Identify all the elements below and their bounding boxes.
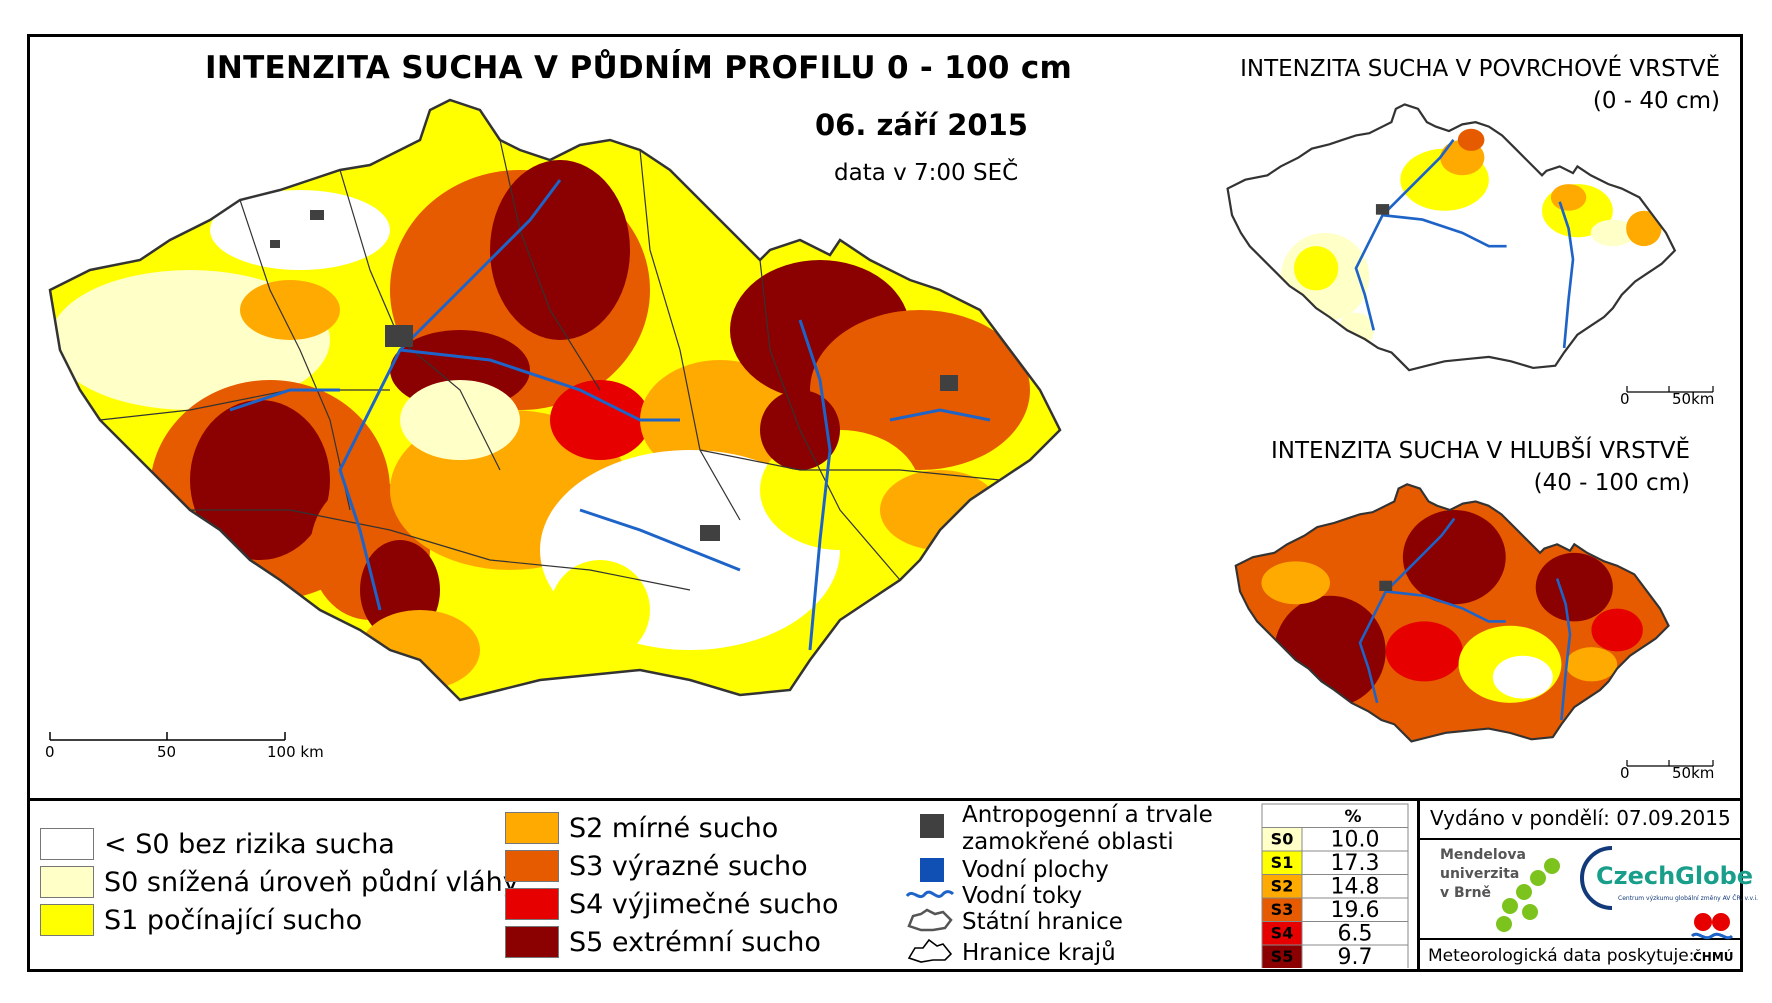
surface-scale-bar (1626, 386, 1714, 393)
surface-scale-tick-50: 50km (1672, 390, 1715, 408)
legend-label-s4: S4 výjimečné sucho (569, 889, 839, 920)
table-value-s0: 10.0 (1331, 828, 1380, 853)
surface-map-title: INTENZITA SUCHA V POVRCHOVÉ VRSTVĚ (1240, 56, 1720, 82)
legend-anthropogenic-line2: zamokřené oblasti (962, 829, 1174, 855)
deep-scale-tick-0: 0 (1620, 764, 1630, 782)
main-scale-tick-50: 50 (157, 743, 177, 761)
table-header-percent: % (1344, 807, 1361, 827)
legend-swatch-below-s0 (40, 828, 94, 860)
main-scale-bar (49, 732, 286, 741)
legend-rivers: Vodní toky (962, 883, 1083, 909)
deep-map-title: INTENZITA SUCHA V HLUBŠÍ VRSTVĚ (1271, 438, 1690, 464)
drought-percentage-table: % S0 10.0 S1 17.3 S2 14.8 S3 19.6 S4 6.5 S5 9.7 (1261, 803, 1409, 968)
mendel-logo-text: Mendelova univerzita v Brně (1440, 846, 1526, 903)
czechglobe-arc-icon (1580, 846, 1613, 910)
deep-map-depth: (40 - 100 cm) (1533, 470, 1690, 496)
issued-date: Vydáno v pondělí: 07.09.2015 (1430, 806, 1731, 830)
footer-divider-h2 (1417, 938, 1743, 940)
table-value-s1: 17.3 (1331, 851, 1380, 876)
legend-label-s1: S1 počínající sucho (104, 905, 363, 936)
czechglobe-subtitle: Centrum výzkumu globální změny AV ČR, v.… (1618, 895, 1759, 902)
deep-drought-map (1234, 483, 1670, 743)
map-date: 06. září 2015 (815, 108, 1028, 142)
legend-band (27, 798, 1743, 972)
met-data-label: Meteorologická data poskytuje: (1428, 946, 1695, 966)
state-border (48, 98, 1062, 702)
table-key-s5: S5 (1271, 947, 1294, 966)
region-border-legend-icon (907, 938, 953, 963)
data-time: data v 7:00 SEČ (834, 160, 1019, 186)
czechglobe-logo-text: CzechGlobe (1596, 862, 1754, 890)
deep-scale-tick-50: 50km (1672, 764, 1715, 782)
mendel-line2: univerzita (1440, 866, 1520, 882)
legend-swatch-s4 (505, 888, 559, 920)
table-value-cell-s5 (1301, 944, 1409, 968)
mendel-line1: Mendelova (1440, 847, 1526, 863)
legend-swatch-s3 (505, 850, 559, 882)
legend-swatch-s5 (505, 926, 559, 958)
table-value-s3: 19.6 (1331, 898, 1380, 923)
legend-water-bodies: Vodní plochy (962, 857, 1109, 883)
surface-drought-map (1226, 103, 1677, 372)
table-key-s4: S4 (1271, 924, 1294, 943)
legend-label-s0: S0 snížená úroveň půdní vláhy (104, 867, 519, 898)
table-value-s5: 9.7 (1338, 945, 1373, 968)
footer-divider-h1 (1417, 838, 1743, 840)
surface-scale-tick-0: 0 (1620, 390, 1630, 408)
table-key-s0: S0 (1271, 830, 1294, 849)
legend-label-s5: S5 extrémní sucho (569, 927, 821, 958)
legend-anthropogenic-line1: Antropogenní a trvale (962, 802, 1213, 828)
mendel-line3: v Brně (1440, 885, 1492, 901)
legend-label-s2: S2 mírné sucho (569, 813, 779, 844)
anthropogenic-swatch (920, 814, 944, 838)
legend-swatch-s2 (505, 812, 559, 844)
chmu-logo-icon (1690, 913, 1734, 940)
surface-map-depth: (0 - 40 cm) (1592, 88, 1720, 114)
main-map-title: INTENZITA SUCHA V PŮDNÍM PROFILU 0 - 100… (205, 50, 1073, 86)
chmu-logo-text: ČHMÚ (1693, 950, 1734, 964)
main-scale-tick-100: 100 km (267, 743, 324, 761)
legend-state-border: Státní hranice (962, 909, 1123, 935)
state-border-legend-icon (907, 908, 953, 932)
legend-label-s3: S3 výrazné sucho (569, 851, 808, 882)
table-key-s1: S1 (1271, 853, 1294, 872)
water-bodies-swatch (920, 858, 944, 882)
rivers-legend-icon (905, 890, 955, 899)
table-key-s3: S3 (1271, 900, 1294, 919)
legend-label-below-s0: < S0 bez rizika sucha (104, 829, 395, 860)
main-scale-tick-0: 0 (45, 743, 55, 761)
table-header-cell (1261, 803, 1409, 828)
mendel-dots-logo (1496, 858, 1560, 932)
table-value-s4: 6.5 (1338, 922, 1373, 947)
main-drought-map (48, 98, 1062, 702)
legend-swatch-s0 (40, 866, 94, 898)
anthropogenic-areas (270, 210, 958, 541)
table-key-s2: S2 (1271, 877, 1294, 896)
footer-divider-v (1417, 798, 1420, 972)
legend-region-border: Hranice krajů (962, 940, 1116, 966)
legend-swatch-s1 (40, 904, 94, 936)
deep-scale-bar (1626, 760, 1714, 767)
table-value-s2: 14.8 (1331, 875, 1380, 900)
rivers (229, 179, 991, 651)
